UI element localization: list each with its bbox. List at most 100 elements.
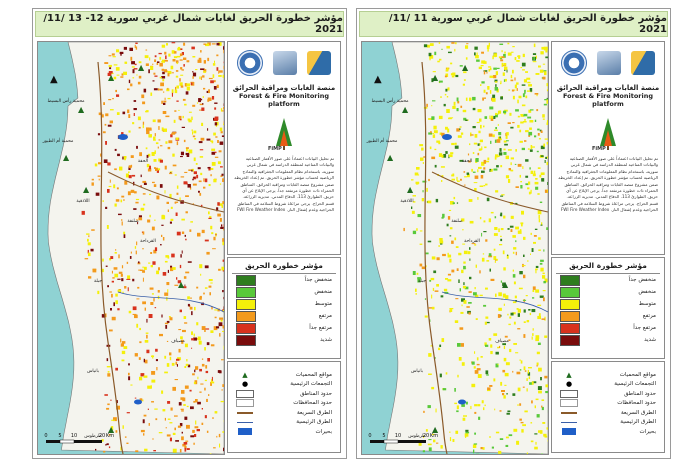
legend-title: مؤشر خطورة الحريق [232, 258, 336, 274]
scale-label: 10 [71, 433, 77, 439]
area-boundary-icon [236, 389, 254, 398]
legend2-item: بحيرات [552, 427, 664, 437]
map-panel-right: مؤشر خطورة الحريق لغابات شمال غربي سورية… [356, 8, 671, 459]
legend-item: متوسط [552, 298, 664, 310]
main-road-icon [236, 418, 254, 427]
info-box: منصة الغابات ومراقبة الحرائق Forest & Fi… [227, 41, 341, 255]
scale-label: Km [106, 433, 114, 439]
firms-logo: FiMP [552, 112, 664, 152]
platform-name-ar: منصة الغابات ومراقبة الحرائق [232, 84, 336, 92]
tree-icon: ▲ [108, 425, 115, 434]
platform-name-en: Forest & Fire Monitoring platform [562, 92, 654, 108]
legend-title: مؤشر خطورة الحريق [556, 258, 660, 274]
info-text: تم تحليل البيانات اعتماداً على صور الأقم… [234, 156, 334, 213]
place-label: طرطوس [84, 434, 102, 439]
scale-label: 5 [382, 433, 385, 439]
map-title: مؤشر خطورة الحريق لغابات شمال غربي سورية… [35, 11, 344, 37]
platform-name-en: Forest & Fire Monitoring platform [238, 92, 330, 108]
logos [552, 42, 664, 80]
legend-item: متوسط [228, 298, 340, 310]
north-arrow-icon: ▲ [50, 74, 58, 85]
legend-swatch [560, 322, 580, 334]
place-label: مصياف [171, 339, 185, 344]
scale-bar: 0 5 10 20 Km [368, 433, 438, 444]
fire-risk-raster [403, 42, 548, 454]
scale-label: 5 [58, 433, 61, 439]
legend-item: منخفض [552, 286, 664, 298]
tree-icon: ▲ [83, 185, 90, 194]
legend-item: مرتفع [552, 310, 664, 322]
lake-icon [236, 427, 254, 436]
legend-swatch [236, 298, 256, 310]
lake [134, 399, 142, 405]
legend-item: شديد [552, 334, 664, 346]
place-label: الحفة [462, 159, 472, 164]
university-logo [237, 50, 263, 76]
area-boundary-icon [560, 389, 578, 398]
scale-label: 20 [99, 433, 105, 439]
place-label: محمية أم الطيور [366, 137, 398, 144]
legend2-item: حدود المناطق [228, 389, 340, 399]
info-text: تم تحليل البيانات اعتماداً على صور الأقم… [558, 156, 658, 213]
legend2-item: ▲ مواقع المحميات [552, 370, 664, 380]
map-symbols-legend: ▲ مواقع المحميات ● التجمعات الرئيسية حدود … [227, 361, 341, 453]
legend-swatch [236, 322, 256, 334]
partner-logo [307, 51, 331, 75]
map-title: مؤشر خطورة الحريق لغابات شمال غربي سورية… [359, 11, 668, 37]
tree-icon: ▲ [108, 73, 115, 82]
tree-icon: ▲ [432, 425, 439, 434]
legend2-item: ● التجمعات الرئيسية [552, 380, 664, 390]
place-label: صلنفة [127, 219, 139, 224]
tree-icon: ▲ [387, 153, 394, 162]
info-box: منصة الغابات ومراقبة الحرائق Forest & Fi… [551, 41, 665, 255]
legend-item: منخفض جداً [552, 274, 664, 286]
roads [421, 61, 548, 454]
logos [228, 42, 340, 80]
place-label: محمية رأس البسيط [371, 97, 409, 104]
map-frame: ▲ ▲ ▲ ▲ ▲ ▲ ▲ ▲ محمية رأس البسيط محمية أم الطيور ص… [361, 41, 549, 455]
legend-item: مرتفع جداً [228, 322, 340, 334]
firms-logo: FiMP [228, 112, 340, 152]
tree-icon: ▲ [566, 370, 572, 379]
legend-swatch [560, 286, 580, 298]
tree-icon: ▲ [63, 153, 70, 162]
dot-icon: ● [565, 380, 573, 389]
legend-item: منخفض [228, 286, 340, 298]
tree-icon: ▲ [242, 370, 248, 379]
place-label: القرداحة [140, 239, 156, 244]
legend-item: شديد [228, 334, 340, 346]
place-label: صلنفة [451, 219, 463, 224]
place-label: القرداحة [464, 239, 480, 244]
legend-swatch [236, 274, 256, 286]
place-label: اللاذقية [400, 199, 413, 204]
firms-logo-icon: FiMP [268, 118, 292, 152]
lake [458, 399, 466, 405]
legend-swatch [236, 334, 256, 346]
university-logo [561, 50, 587, 76]
side-panel: منصة الغابات ومراقبة الحرائق Forest & Fi… [551, 41, 665, 453]
legend2-item: حدود المحافظات [228, 399, 340, 409]
map-frame: ▲ ▲ ▲ ▲ ▲ ▲ ▲ ▲ محمية رأس البسيط محمية أم الطيور ص… [37, 41, 225, 455]
legend-swatch [236, 310, 256, 322]
scale-bar: 0 5 10 20 Km [44, 433, 114, 444]
main-road-icon [560, 418, 578, 427]
place-label: بانياس [411, 369, 423, 374]
legend-swatch [560, 298, 580, 310]
place-label: محمية أم الطيور [42, 137, 74, 144]
tree-icon: ▲ [178, 280, 185, 289]
lake [442, 134, 452, 140]
legend-swatch [560, 334, 580, 346]
province-boundary-icon [560, 399, 578, 408]
dot-icon: ● [241, 380, 249, 389]
firms-logo-icon: FiMP [592, 118, 616, 152]
map-panel-left: مؤشر خطورة الحريق لغابات شمال غربي سورية… [32, 8, 347, 459]
fire-risk-raster [81, 42, 224, 454]
tree-icon: ▲ [432, 73, 439, 82]
tree-icon: ▲ [407, 185, 414, 194]
lake-icon [560, 427, 578, 436]
legend-item: مرتفع جداً [552, 322, 664, 334]
legend2-item: ▲ مواقع المحميات [228, 370, 340, 380]
legend-swatch [560, 274, 580, 286]
legend2-item: الطرق الرئيسية [228, 418, 340, 428]
